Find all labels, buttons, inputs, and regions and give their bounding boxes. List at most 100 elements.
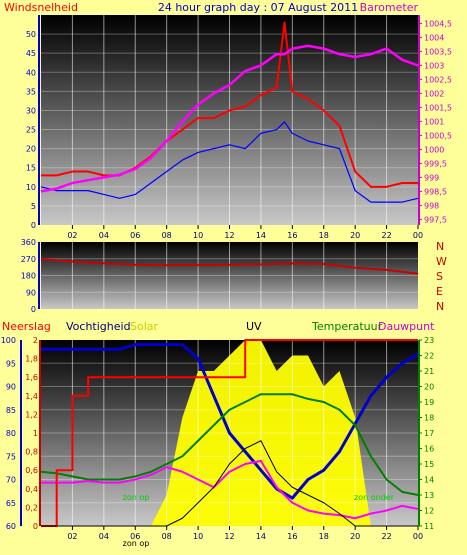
axis-tick-label: 85	[6, 406, 16, 415]
axis-tick-label: 360	[21, 238, 36, 247]
axis-tick-label: 25	[26, 126, 36, 135]
axis-tick-label: 0,4	[25, 485, 38, 494]
multi-x-axis: 02 04 06 08 10 12 14 16 18 20 22 00	[67, 526, 423, 541]
axis-tick-label: 50	[26, 30, 36, 39]
axis-tick-label: 60	[6, 522, 16, 531]
wind-x-axis: 02 04 06 08 10 12 14 16 18 20 22 00	[67, 225, 423, 240]
axis-tick-label: 90	[26, 288, 36, 297]
axis-tick-label: 1000,5	[424, 131, 452, 140]
axis-tick-label: 1003	[424, 61, 444, 70]
wind-speed-axis: 0 5 10 15 20 25 30 35 40 45 50	[26, 15, 40, 230]
rain-line	[41, 339, 418, 527]
axis-tick-label: 40	[26, 68, 36, 77]
axis-tick-label: 100	[1, 336, 16, 345]
x-tick-label: 00	[413, 231, 423, 240]
x-tick-label: 18	[319, 532, 329, 541]
axis-tick-label: 1000	[424, 145, 444, 154]
axis-tick-label: 18	[424, 414, 434, 423]
axis-tick-label: 998	[424, 201, 439, 210]
x-tick-label: 20	[350, 231, 360, 240]
zon-op-in-plot: zon op	[123, 493, 150, 502]
x-tick-label: 02	[67, 231, 77, 240]
axis-tick-label: 10	[26, 183, 36, 192]
axis-tick-label: 11	[424, 522, 434, 531]
axis-tick-label: 0	[31, 305, 36, 314]
zon-onder-in-plot: zon onder	[354, 493, 395, 502]
axis-tick-label: 998,5	[424, 187, 447, 196]
axis-tick-label: 15	[26, 164, 36, 173]
axis-tick-label: 1	[33, 429, 38, 438]
axis-tick-label: 20	[424, 383, 434, 392]
x-tick-label: 12	[224, 231, 234, 240]
x-tick-label: 08	[162, 231, 172, 240]
solar-label: Solar	[130, 320, 159, 333]
humidity-label: Vochtigheid	[66, 320, 131, 333]
axis-tick-label: 22	[424, 352, 434, 361]
wind-direction-series	[40, 258, 419, 275]
axis-tick-label: 2	[33, 336, 38, 345]
dewpoint-line	[41, 459, 419, 520]
axis-tick-label: 5	[31, 202, 36, 211]
axis-tick-label: 17	[424, 429, 434, 438]
axis-tick-label: 65	[6, 499, 16, 508]
x-tick-label: 16	[287, 231, 297, 240]
compass-label: W	[436, 255, 447, 268]
axis-tick-label: 16	[424, 445, 434, 454]
axis-tick-label: 999	[424, 173, 439, 182]
uv-label: UV	[246, 320, 262, 333]
axis-tick-label: 13	[424, 491, 434, 500]
x-tick-label: 22	[381, 532, 391, 541]
axis-tick-label: 999,5	[424, 159, 447, 168]
axis-tick-label: 0,6	[25, 466, 38, 475]
axis-tick-label: 20	[26, 145, 36, 154]
axis-tick-label: 0,2	[25, 503, 38, 512]
x-tick-label: 20	[350, 532, 360, 541]
x-tick-label: 08	[162, 532, 172, 541]
axis-tick-label: 90	[6, 383, 16, 392]
axis-tick-label: 1003,5	[424, 47, 452, 56]
x-tick-label: 04	[99, 231, 109, 240]
axis-tick-label: 95	[6, 359, 16, 368]
wind-direction-grid	[41, 242, 418, 309]
humidity-axis: 60 65 70 75 80 85 90 95 100	[1, 336, 22, 531]
compass-label: S	[436, 270, 443, 283]
axis-tick-label: 0	[33, 522, 38, 531]
temperature-label: Temperatuur	[311, 320, 383, 333]
axis-tick-label: 19	[424, 398, 434, 407]
axis-tick-label: 1001	[424, 117, 444, 126]
compass-label: E	[436, 285, 443, 298]
wind-direction-axis: 0 90 180 270 360	[21, 238, 40, 314]
compass-label: N	[436, 300, 444, 313]
axis-tick-label: 80	[6, 429, 16, 438]
rain-label: Neerslag	[2, 320, 51, 333]
graph-title: 24 hour graph day : 07 August 2011	[158, 1, 358, 14]
axis-tick-label: 70	[6, 476, 16, 485]
x-tick-label: 10	[193, 231, 203, 240]
x-tick-label: 10	[193, 532, 203, 541]
axis-tick-label: 45	[26, 49, 36, 58]
wind-barometer-series	[40, 21, 419, 203]
x-tick-label: 06	[130, 231, 140, 240]
compass-label: N	[436, 240, 444, 253]
axis-tick-label: 23	[424, 336, 434, 345]
axis-tick-label: 1004,5	[424, 19, 452, 28]
dewpoint-label: Dauwpunt	[378, 320, 435, 333]
axis-tick-label: 1002,5	[424, 75, 452, 84]
x-tick-label: 22	[381, 231, 391, 240]
axis-tick-label: 12	[424, 507, 434, 516]
axis-tick-label: 30	[26, 106, 36, 115]
x-tick-label: 06	[130, 532, 140, 541]
axis-tick-label: 180	[21, 272, 36, 281]
axis-tick-label: 35	[26, 87, 36, 96]
axis-tick-label: 1002	[424, 89, 444, 98]
x-tick-label: 18	[319, 231, 329, 240]
temperature-line	[40, 393, 419, 496]
temperature-axis: 11 12 13 14 15 16 17 18 19 20 21 22 23	[418, 336, 434, 531]
barometer-label: Barometer	[360, 1, 419, 14]
axis-tick-label: 75	[6, 452, 16, 461]
wind-line	[41, 21, 418, 188]
axis-tick-label: 1001,5	[424, 103, 452, 112]
gust-line	[40, 121, 419, 203]
axis-tick-label: 1,8	[25, 355, 38, 364]
